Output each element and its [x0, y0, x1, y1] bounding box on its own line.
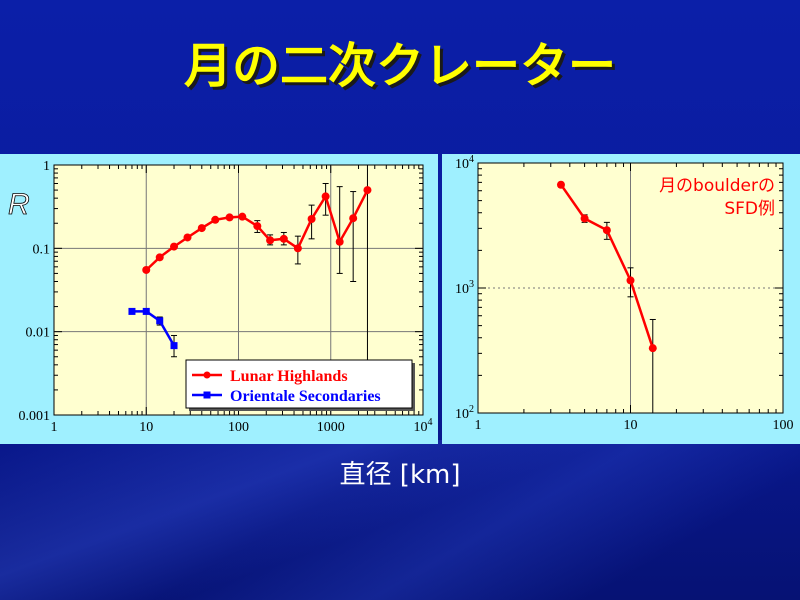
y-tick: 102 [455, 404, 474, 422]
series-line [132, 310, 176, 347]
slide-title: 月の二次クレーター [183, 38, 616, 94]
data-point [580, 214, 589, 223]
y-tick: 0.1 [33, 242, 51, 257]
x-tick-label: 10 [414, 420, 428, 435]
y-tick: 104 [455, 154, 474, 172]
data-point [211, 215, 220, 224]
y-tick-label: 0.001 [19, 409, 51, 424]
data-point [349, 214, 358, 223]
orientale-secondaries-series [128, 307, 178, 358]
legend-swatch-marker [203, 391, 211, 399]
x-tick: 1 [51, 420, 58, 435]
x-tick-label: 1 [51, 420, 58, 435]
y-tick-label: 10 [455, 407, 469, 422]
y-axis-label: R [8, 188, 30, 221]
lunar-highlands-series [142, 164, 372, 416]
data-point [253, 222, 262, 231]
x-tick: 104 [414, 417, 433, 435]
annotation-text: SFD例 [724, 199, 775, 219]
data-point [170, 242, 179, 251]
y-tick-label: 10 [455, 282, 469, 297]
x-tick: 100 [773, 418, 794, 433]
data-point [321, 192, 330, 201]
x-tick-label: 10 [139, 420, 153, 435]
data-point [197, 224, 206, 233]
x-tick: 1000 [317, 420, 345, 435]
x-tick-label: 100 [228, 420, 249, 435]
y-tick-exponent: 2 [469, 404, 474, 415]
y-tick: 0.01 [26, 326, 51, 341]
data-point [307, 214, 316, 223]
data-point [363, 186, 372, 195]
data-point [142, 265, 151, 274]
legend-swatch-marker [203, 371, 211, 379]
data-point [238, 212, 247, 221]
background-streaks [0, 440, 800, 600]
data-point [648, 344, 657, 353]
x-tick-label: 10 [624, 418, 638, 433]
legend-label: Lunar Highlands [230, 368, 348, 385]
x-tick-exponent: 4 [428, 417, 433, 428]
series-0-series [556, 180, 657, 414]
y-tick-label: 10 [455, 157, 469, 172]
right-chart-panel: 1 10 100 102 103 104 月のboulderの SFD例 [442, 154, 800, 444]
x-axis-caption: 直径 [km] [339, 460, 461, 490]
x-tick: 1 [475, 418, 482, 433]
x-tick: 10 [139, 420, 153, 435]
data-point [279, 234, 288, 243]
data-point [626, 276, 635, 285]
x-tick: 100 [228, 420, 249, 435]
x-tick-label: 1000 [317, 420, 345, 435]
data-point [556, 180, 565, 189]
legend-label: Orientale Secondaries [230, 388, 381, 405]
y-tick-exponent: 3 [469, 279, 474, 290]
data-point [128, 307, 136, 315]
data-point [170, 342, 178, 350]
y-tick-exponent: 4 [469, 154, 474, 165]
y-tick: 103 [455, 279, 474, 297]
data-point [155, 253, 164, 262]
data-point [225, 213, 234, 222]
x-tick: 10 [624, 418, 638, 433]
data-point [293, 244, 302, 253]
data-point [335, 237, 344, 246]
data-point [156, 317, 164, 325]
y-tick-label: 0.1 [33, 242, 51, 257]
y-tick: 1 [43, 159, 50, 174]
data-point [266, 236, 275, 245]
data-point [602, 226, 611, 235]
left-chart-panel: 1 10 100 1000 104 1 0.1 0.01 0.001 R Lunar Highlan… [0, 154, 438, 444]
data-point [142, 307, 150, 315]
y-tick-label: 0.01 [26, 326, 51, 341]
annotation-text: 月のboulderの [659, 176, 775, 196]
y-tick: 0.001 [19, 409, 51, 424]
y-tick-label: 1 [43, 159, 50, 174]
legend [185, 359, 413, 409]
data-point [183, 233, 192, 242]
x-tick-label: 100 [773, 418, 794, 433]
x-tick-label: 1 [475, 418, 482, 433]
